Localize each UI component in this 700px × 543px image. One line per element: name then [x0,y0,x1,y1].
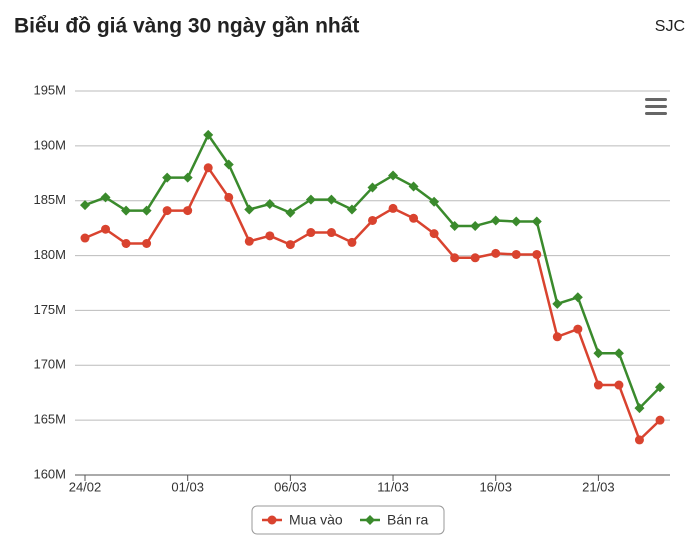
data-point [613,348,624,359]
data-point [614,380,624,390]
data-point [388,203,398,213]
data-point [203,163,213,173]
data-point [572,292,583,303]
menu-icon[interactable] [645,98,667,115]
data-point [429,196,440,207]
data-point [347,237,357,247]
data-point [183,206,193,216]
legend-box [251,505,445,535]
x-tick-label: 21/03 [582,479,615,494]
data-point [244,236,254,246]
data-point [511,249,521,259]
menu-bar [645,112,667,115]
chart-subtitle: SJC [655,18,685,35]
data-point [142,239,152,249]
data-point [655,415,665,425]
data-point [80,233,90,243]
data-point [101,224,111,234]
y-tick-label: 175M [33,302,66,317]
data-point [573,324,583,334]
data-point [429,229,439,239]
legend-item[interactable]: Mua vào [262,512,343,528]
data-point [655,382,665,393]
legend-marker [267,515,277,525]
y-tick-label: 185M [33,192,66,207]
data-point [634,435,644,445]
legend-item[interactable]: Bán ra [360,512,428,528]
data-point [285,240,295,250]
data-point [408,181,419,192]
data-point [634,403,645,414]
data-point [491,248,501,258]
data-point [511,216,522,227]
data-point [531,216,542,227]
menu-bar [645,105,667,108]
data-point [264,199,275,210]
x-tick-label: 11/03 [377,479,409,494]
data-point [224,192,234,202]
data-point [593,348,604,359]
data-point [244,204,255,215]
data-point [470,220,481,231]
data-point [367,182,378,193]
data-point [80,200,90,211]
chart-title: Biểu đồ giá vàng 30 ngày gần nhất [14,15,359,38]
y-tick-label: 170M [33,357,66,372]
data-point [552,332,562,342]
data-point [388,170,399,181]
data-point [306,228,316,238]
data-point [100,192,111,203]
data-point [368,215,377,225]
y-tick-label: 165M [33,412,66,427]
data-point [305,194,316,205]
data-point [552,298,563,309]
menu-bar [645,98,667,101]
y-tick-label: 195M [33,82,66,97]
data-point [203,129,214,140]
data-point [223,159,234,170]
y-tick-label: 180M [33,247,66,262]
data-point [470,253,480,263]
data-point [285,207,296,218]
x-tick-label: 01/03 [171,479,204,494]
data-point [326,194,337,205]
data-point [450,253,460,263]
x-tick-label: 24/02 [69,479,102,494]
data-point [449,220,460,231]
data-point [121,205,132,216]
data-point [162,206,172,216]
legend-label: Bán ra [387,512,428,528]
data-point [593,380,603,390]
data-point [182,172,193,183]
data-point [162,172,173,183]
data-point [490,215,501,226]
data-point [121,239,131,249]
data-point [141,205,152,216]
x-tick-label: 06/03 [274,479,307,494]
data-point [326,228,336,238]
data-point [532,249,542,259]
y-tick-label: 190M [33,137,66,152]
legend-marker [365,515,375,525]
data-point [409,213,419,223]
legend-label: Mua vào [289,512,343,528]
y-tick-label: 160M [33,466,66,481]
data-point [265,231,275,241]
data-point [346,204,357,215]
x-tick-label: 16/03 [479,479,512,494]
